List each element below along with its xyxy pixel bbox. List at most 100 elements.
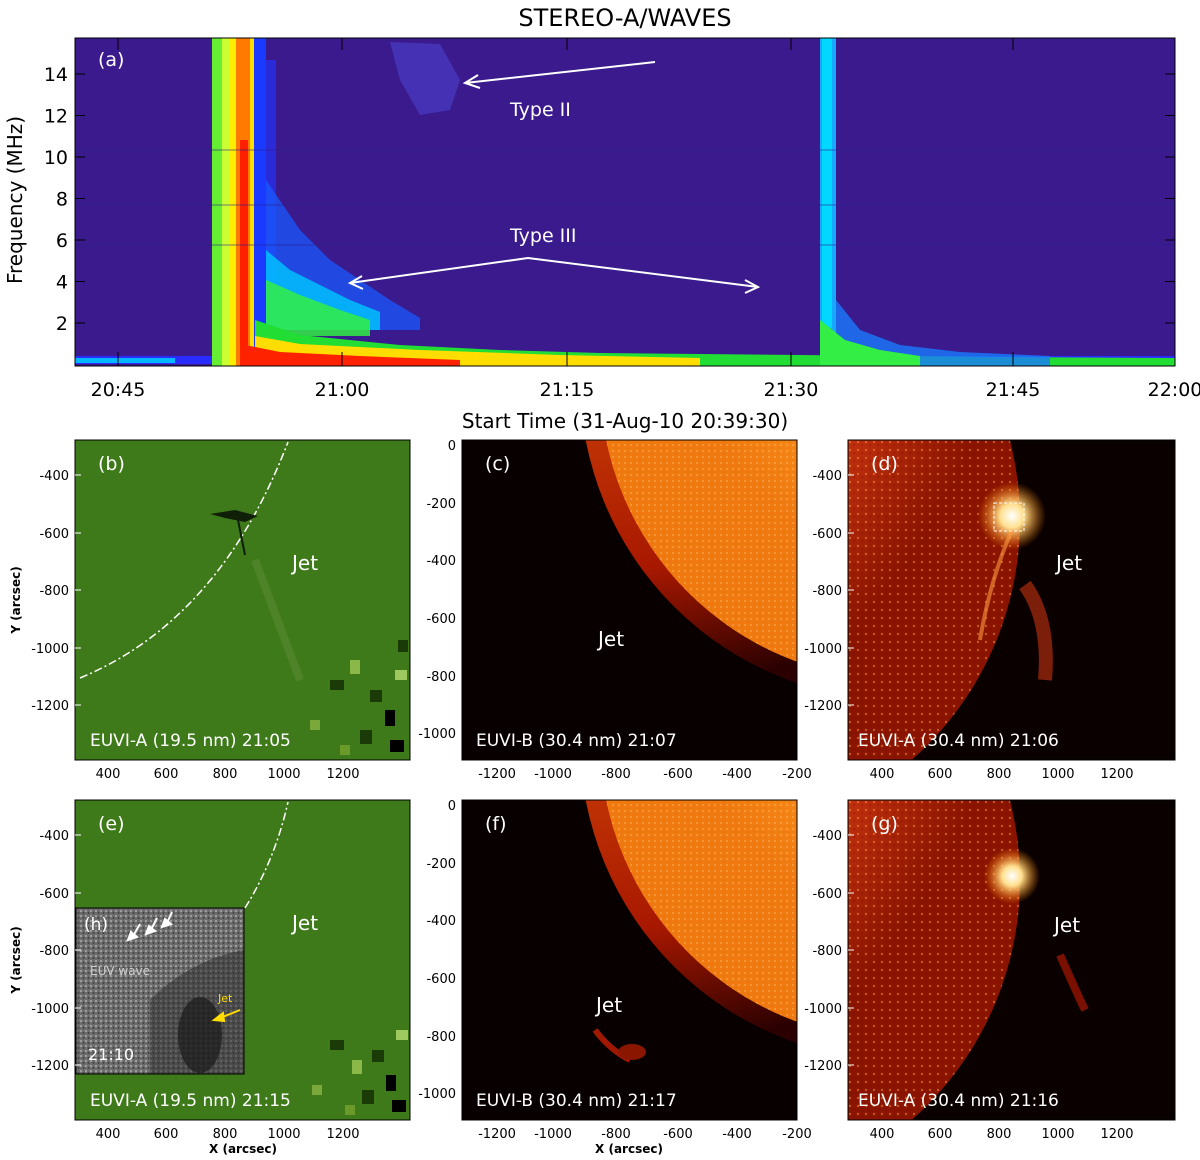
x-tick: 400	[870, 767, 895, 782]
y-tick: -800	[39, 584, 69, 599]
x-tick: 1200	[1100, 767, 1133, 782]
euvi-a-195-image	[75, 440, 410, 760]
caption-e: EUVI-A (19.5 nm) 21:15	[90, 1091, 291, 1111]
x-tick: -800	[601, 1127, 631, 1142]
spectrogram-xlabel: Start Time (31-Aug-10 20:39:30)	[462, 409, 788, 433]
spectrogram-ylabel: Frequency (MHz)	[3, 116, 27, 284]
spectrogram-y-tick: 6	[56, 230, 68, 252]
jet-label-e: Jet	[290, 911, 318, 935]
y-tick: -800	[426, 670, 456, 685]
y-tick: -800	[812, 584, 842, 599]
jet-label-f: Jet	[594, 993, 622, 1017]
jet-label-d: Jet	[1054, 551, 1082, 575]
y-tick: -200	[426, 497, 456, 512]
y-tick: 0	[448, 439, 456, 454]
image-panel-ticks: -400 -600 -800 -1000 -1200 -400 -600 -800 -1000 -…	[31, 439, 1133, 1142]
y-tick: -1200	[804, 1059, 842, 1074]
spectrogram-y-tick: 10	[44, 147, 68, 169]
x-tick: 600	[928, 1127, 953, 1142]
x-tick: -600	[663, 1127, 693, 1142]
y-axis-label-bottom: Y (arcsec)	[9, 926, 23, 994]
x-tick: 800	[213, 1127, 238, 1142]
y-tick: 0	[448, 799, 456, 814]
spectrogram-x-tick: 21:15	[540, 379, 595, 401]
x-tick: 1000	[1041, 1127, 1074, 1142]
x-tick: 600	[928, 767, 953, 782]
x-tick: -1200	[478, 1127, 516, 1142]
x-tick: 800	[213, 767, 238, 782]
y-tick: -400	[426, 554, 456, 569]
spectrogram-x-tick: 21:30	[764, 379, 819, 401]
y-tick: -400	[812, 469, 842, 484]
panel-label-d: (d)	[871, 453, 898, 475]
x-tick: 600	[154, 767, 179, 782]
x-tick: -1000	[534, 1127, 572, 1142]
x-tick: -600	[663, 767, 693, 782]
y-tick: -800	[812, 944, 842, 959]
y-tick: -400	[39, 469, 69, 484]
noise-blocks-b	[310, 640, 408, 755]
y-tick: -800	[39, 944, 69, 959]
x-tick: -800	[601, 767, 631, 782]
caption-f: EUVI-B (30.4 nm) 21:17	[476, 1091, 677, 1111]
x-tick: -400	[722, 767, 752, 782]
y-tick: -1000	[31, 1002, 69, 1017]
spectrogram-x-tick: 21:00	[315, 379, 370, 401]
jet-label-c: Jet	[596, 627, 624, 651]
x-tick: 1200	[326, 1127, 359, 1142]
jet-label-b: Jet	[290, 551, 318, 575]
spectrogram-y-tick: 14	[44, 64, 68, 86]
y-tick: -600	[812, 887, 842, 902]
inset-time: 21:10	[88, 1045, 134, 1064]
spectrogram-y-tick: 12	[44, 106, 68, 128]
spectrogram-x-tick: 20:45	[91, 379, 146, 401]
y-tick: -600	[812, 527, 842, 542]
panel-g: (g) Jet EUVI-A (30.4 nm) 21:16	[847, 799, 1176, 1121]
y-tick: -1200	[31, 1059, 69, 1074]
y-tick: -1000	[418, 727, 456, 742]
y-tick: -1000	[31, 642, 69, 657]
y-tick: -400	[39, 829, 69, 844]
y-tick: -400	[426, 914, 456, 929]
inset-h: (h) EUV wave Jet 21:10	[75, 907, 245, 1075]
spectrogram-y-ticks: 2 4 6 8 10 12 14	[44, 64, 1175, 335]
jet-label-h: Jet	[217, 992, 233, 1005]
y-tick: -600	[426, 972, 456, 987]
panel-f: (f) Jet EUVI-B (30.4 nm) 21:17	[461, 799, 798, 1121]
x-tick: -1000	[534, 767, 572, 782]
spectrogram-y-tick: 4	[56, 272, 68, 294]
x-tick: 400	[96, 1127, 121, 1142]
y-tick: -600	[39, 527, 69, 542]
spectrogram-x-tick: 22:00	[1148, 379, 1200, 401]
type2-label: Type II	[509, 99, 571, 121]
y-tick: -200	[426, 857, 456, 872]
panel-label-c: (c)	[485, 453, 510, 475]
caption-c: EUVI-B (30.4 nm) 21:07	[476, 731, 677, 751]
x-tick: 1200	[1100, 1127, 1133, 1142]
x-tick: -200	[782, 1127, 812, 1142]
y-tick: -1000	[418, 1087, 456, 1102]
y-tick: -600	[426, 612, 456, 627]
y-tick: -1200	[804, 699, 842, 714]
x-axis-label-e: X (arcsec)	[209, 1142, 277, 1156]
x-tick: 1000	[1041, 767, 1074, 782]
x-tick: 400	[870, 1127, 895, 1142]
caption-b: EUVI-A (19.5 nm) 21:05	[90, 731, 291, 751]
panel-e: (e) Jet EUVI-A (19.5 nm) 21:15 (h) EUV w…	[74, 799, 411, 1121]
type2-annotation	[462, 61, 656, 89]
caption-d: EUVI-A (30.4 nm) 21:06	[858, 731, 1059, 751]
x-tick: -1200	[478, 767, 516, 782]
noise-blocks-e	[312, 1030, 408, 1115]
panel-label-g: (g)	[871, 813, 898, 835]
spectrogram-panel: STEREO-A/WAVES	[3, 4, 1200, 433]
y-tick: -600	[39, 887, 69, 902]
spectrogram-y-tick: 2	[56, 313, 68, 335]
y-tick: -400	[812, 829, 842, 844]
euv-wave-label: EUV wave	[90, 964, 150, 978]
y-tick: -800	[426, 1030, 456, 1045]
x-tick: 800	[987, 767, 1012, 782]
x-tick: 1000	[267, 767, 300, 782]
type3-label: Type III	[509, 225, 577, 247]
type3-annotation	[347, 256, 761, 294]
x-tick: -200	[782, 767, 812, 782]
